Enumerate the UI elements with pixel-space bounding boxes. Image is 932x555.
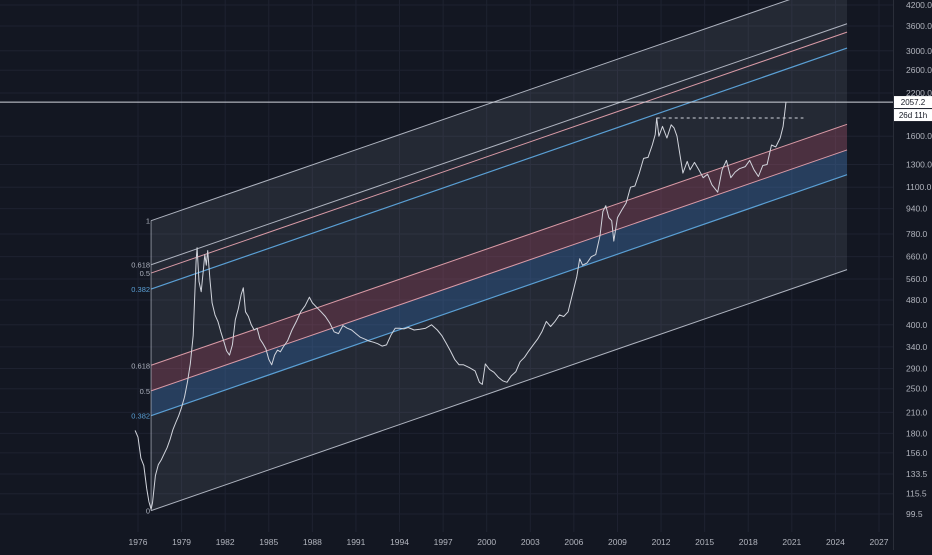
x-tick-label: 1982 xyxy=(216,537,235,547)
y-tick-label: 480.0 xyxy=(906,295,928,305)
y-tick-label: 250.0 xyxy=(906,384,928,394)
countdown-label: 26d 11h xyxy=(899,111,927,120)
y-tick-label: 180.0 xyxy=(906,428,928,438)
x-tick-label: 1976 xyxy=(129,537,148,547)
x-tick-label: 1997 xyxy=(434,537,453,547)
fib-label-upper: 1 xyxy=(146,217,150,226)
x-tick-label: 2027 xyxy=(870,537,889,547)
x-tick-label: 1979 xyxy=(172,537,191,547)
y-tick-label: 115.5 xyxy=(906,489,927,499)
fib-label-lower: 0.5 xyxy=(140,387,150,396)
x-tick-label: 2009 xyxy=(608,537,627,547)
y-tick-label: 560.0 xyxy=(906,274,928,284)
x-tick-label: 2024 xyxy=(826,537,845,547)
x-tick-label: 1994 xyxy=(390,537,409,547)
y-tick-label: 156.0 xyxy=(906,448,928,458)
fib-label-upper: 0.5 xyxy=(140,269,150,278)
fib-label-lower: 0 xyxy=(146,507,150,516)
y-tick-label: 780.0 xyxy=(906,229,928,239)
y-tick-label: 133.5 xyxy=(906,469,928,479)
x-tick-label: 1991 xyxy=(346,537,365,547)
fib-label-upper: 0.382 xyxy=(131,285,150,294)
y-tick-label: 1300.0 xyxy=(906,159,932,169)
y-tick-label: 340.0 xyxy=(906,342,928,352)
y-tick-label: 660.0 xyxy=(906,252,928,262)
x-tick-label: 2000 xyxy=(477,537,496,547)
y-tick-label: 400.0 xyxy=(906,320,928,330)
y-tick-label: 99.5 xyxy=(906,509,923,519)
x-tick-label: 2021 xyxy=(782,537,801,547)
x-tick-label: 2003 xyxy=(521,537,540,547)
y-tick-label: 2200.0 xyxy=(906,88,932,98)
y-tick-label: 1600.0 xyxy=(906,131,932,141)
y-tick-label: 4200.0 xyxy=(906,0,932,10)
current-price-label: 2057.2 xyxy=(901,98,926,107)
y-tick-label: 940.0 xyxy=(906,204,928,214)
y-tick-label: 290.0 xyxy=(906,364,928,374)
x-tick-label: 2018 xyxy=(739,537,758,547)
x-tick-label: 2015 xyxy=(695,537,714,547)
y-tick-label: 210.0 xyxy=(906,407,928,417)
y-tick-label: 3000.0 xyxy=(906,46,932,56)
y-tick-label: 1100.0 xyxy=(906,182,932,192)
y-tick-label: 2600.0 xyxy=(906,65,932,75)
y-tick-label: 3600.0 xyxy=(906,21,932,31)
x-tick-label: 1988 xyxy=(303,537,322,547)
x-tick-label: 2012 xyxy=(652,537,671,547)
fib-label-lower: 0.382 xyxy=(131,412,150,421)
x-tick-label: 2006 xyxy=(564,537,583,547)
fib-label-lower: 0.618 xyxy=(131,361,150,370)
x-tick-label: 1985 xyxy=(259,537,278,547)
